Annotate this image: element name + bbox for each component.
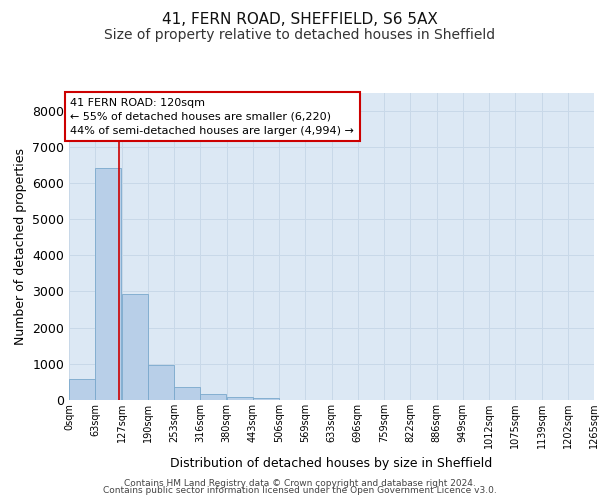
Y-axis label: Number of detached properties: Number of detached properties [14,148,26,345]
Text: Contains public sector information licensed under the Open Government Licence v3: Contains public sector information licen… [103,486,497,495]
Text: Contains HM Land Registry data © Crown copyright and database right 2024.: Contains HM Land Registry data © Crown c… [124,478,476,488]
Bar [69,379,95,400]
Text: 41, FERN ROAD, SHEFFIELD, S6 5AX: 41, FERN ROAD, SHEFFIELD, S6 5AX [162,12,438,28]
Bar [253,398,279,400]
Bar [200,394,226,400]
Text: Size of property relative to detached houses in Sheffield: Size of property relative to detached ho… [104,28,496,42]
Text: 41 FERN ROAD: 120sqm
← 55% of detached houses are smaller (6,220)
44% of semi-de: 41 FERN ROAD: 120sqm ← 55% of detached h… [70,98,354,136]
Bar [174,388,200,400]
Bar [227,396,253,400]
Bar [148,365,174,400]
Bar [122,294,148,400]
X-axis label: Distribution of detached houses by size in Sheffield: Distribution of detached houses by size … [170,456,493,469]
Bar [95,168,121,400]
